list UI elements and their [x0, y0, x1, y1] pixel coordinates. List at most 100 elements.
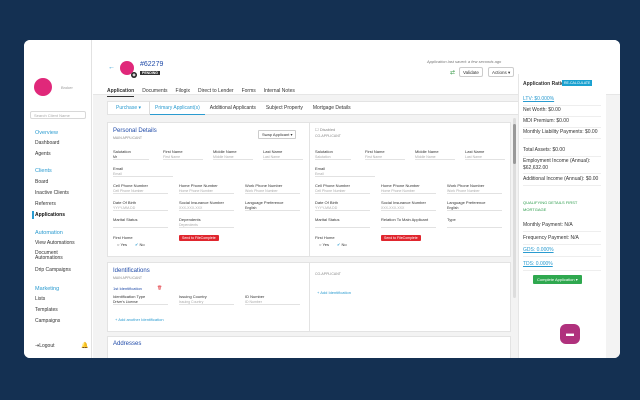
- tab-application[interactable]: Application: [107, 88, 135, 97]
- tab-internal-notes[interactable]: Internal Notes: [263, 88, 295, 94]
- scrollbar[interactable]: [513, 118, 516, 298]
- co-applicant-label: CO-APPLICANT: [315, 272, 341, 276]
- sidebar-item-lists[interactable]: Lists: [35, 296, 46, 302]
- avatar[interactable]: [34, 78, 52, 96]
- monthly-liability: Monthly Liability Payments: $0.00: [523, 129, 601, 139]
- bell-icon[interactable]: 🔔: [81, 343, 89, 349]
- first-home-no[interactable]: ✔ No: [135, 242, 145, 247]
- net-worth: Net Worth: $0.00: [523, 107, 601, 117]
- label: Date Of Birth: [113, 200, 137, 205]
- id-type-select[interactable]: Driver's License: [113, 299, 168, 305]
- main-applicant-column: Personal Details MAIN APPLICANT Swap App…: [108, 123, 310, 256]
- first-name-input[interactable]: First Name: [163, 154, 203, 160]
- first-home-yes[interactable]: ○ Yes: [117, 242, 127, 247]
- co-first-name-input[interactable]: First Name: [365, 154, 405, 160]
- cell-phone-input[interactable]: Cell Phone Number: [113, 188, 168, 194]
- co-email-input[interactable]: Email: [315, 171, 375, 177]
- send-to-filecomplete-button[interactable]: Send to FileComplete: [179, 235, 219, 241]
- subtab-additional-applicants[interactable]: Additional Applicants: [209, 105, 256, 111]
- co-salutation-select[interactable]: Salutation: [315, 154, 351, 160]
- section-overview: Overview: [35, 130, 58, 136]
- sidebar-item-applications[interactable]: Applications: [35, 212, 66, 218]
- co-first-home-yes[interactable]: ○ Yes: [319, 242, 329, 247]
- sidebar-item-campaigns[interactable]: Campaigns: [35, 318, 61, 324]
- label: Identification Type: [113, 294, 146, 299]
- order-id[interactable]: #62279: [140, 61, 164, 68]
- subtab-subject-property[interactable]: Subject Property: [265, 105, 303, 111]
- middle-name-input[interactable]: Middle Name: [213, 154, 253, 160]
- search-input[interactable]: Search Client Name: [30, 111, 86, 119]
- check-icon: ✔: [337, 242, 341, 247]
- sidebar-item-templates[interactable]: Templates: [35, 307, 58, 313]
- toggle-icon[interactable]: ⇄: [450, 70, 456, 76]
- co-language-select[interactable]: English: [447, 205, 502, 211]
- marital-status-select[interactable]: [113, 222, 168, 228]
- add-identification-link[interactable]: + Add Identification: [317, 290, 351, 295]
- co-marital-status-select[interactable]: [315, 222, 370, 228]
- add-another-identification-link[interactable]: + Add another Identification: [115, 317, 164, 322]
- label: Salutation: [315, 149, 333, 154]
- actions-button[interactable]: Actions ▾: [488, 67, 515, 77]
- label: ID Number: [245, 294, 265, 299]
- co-send-to-filecomplete-button[interactable]: Send to FileComplete: [381, 235, 421, 241]
- radio-label: Yes: [322, 242, 329, 247]
- ltv-value[interactable]: LTV: $0.000%: [523, 96, 601, 106]
- dob-input[interactable]: YYYY-MM-DD: [113, 205, 168, 211]
- eye-icon[interactable]: ◉: [131, 72, 137, 78]
- type-select[interactable]: [447, 222, 502, 228]
- validate-button[interactable]: Validate: [459, 67, 483, 77]
- sidebar-item-board[interactable]: Board: [35, 179, 49, 185]
- co-middle-name-input[interactable]: Middle Name: [415, 154, 455, 160]
- recalculate-button[interactable]: RE-CALCULATE: [562, 80, 593, 86]
- language-select[interactable]: English: [245, 205, 300, 211]
- work-phone-input[interactable]: Work Phone Number: [245, 188, 300, 194]
- applicant-label: MAIN APPLICANT: [113, 136, 142, 140]
- label: Last Name: [263, 149, 283, 154]
- tds-value[interactable]: TDS: 0.000%: [523, 261, 601, 271]
- sin-input[interactable]: XXX-XXX-XXX: [179, 205, 234, 211]
- subtab-mortgage-details[interactable]: Mortgage Details: [312, 105, 351, 111]
- complete-application-button[interactable]: Complete Application ▾: [533, 275, 582, 284]
- employment-income: Employment Income (Annual): $62,632.00: [523, 158, 601, 174]
- logout-button[interactable]: ⇥Logout: [35, 343, 55, 349]
- trash-icon[interactable]: 🗑: [157, 285, 163, 290]
- co-first-home-no[interactable]: ✔ No: [337, 242, 347, 247]
- label: Middle Name: [213, 149, 237, 154]
- gds-value[interactable]: GDS: 0.000%: [523, 247, 601, 257]
- last-name-input[interactable]: Last Name: [263, 154, 303, 160]
- chat-icon[interactable]: ▬: [560, 324, 580, 344]
- co-home-phone-input[interactable]: Home Phone Number: [381, 188, 436, 194]
- sidebar-item-agents[interactable]: Agents: [35, 151, 51, 157]
- sidebar-item-inactive-clients[interactable]: Inactive Clients: [35, 190, 69, 196]
- radio-label: No: [341, 242, 347, 247]
- disabled-checkbox[interactable]: ☐ Disabled: [315, 127, 336, 132]
- sidebar-item-view-automations[interactable]: View Automations: [35, 240, 75, 246]
- back-arrow-icon[interactable]: ←: [108, 64, 115, 71]
- label: Salutation: [113, 149, 131, 154]
- co-sin-input[interactable]: XXX-XXX-XXX: [381, 205, 436, 211]
- co-dob-input[interactable]: YYYY-MM-DD: [315, 205, 370, 211]
- sub-navigation: Purchase ▾ Primary Applicant(s) Addition…: [107, 101, 521, 115]
- subtab-primary-applicants[interactable]: Primary Applicant(s): [150, 101, 205, 115]
- home-phone-input[interactable]: Home Phone Number: [179, 188, 234, 194]
- co-work-phone-input[interactable]: Work Phone Number: [447, 188, 502, 194]
- sidebar-item-referrers[interactable]: Referrers: [35, 201, 56, 207]
- tab-filogix[interactable]: Filogix: [175, 88, 190, 94]
- sidebar-item-document-automations[interactable]: Document Automations: [35, 250, 63, 261]
- tab-documents[interactable]: Documents: [142, 88, 168, 94]
- co-last-name-input[interactable]: Last Name: [465, 154, 505, 160]
- salutation-select[interactable]: Mr: [113, 154, 149, 160]
- id-number-input[interactable]: ID Number: [245, 299, 300, 305]
- co-cell-phone-input[interactable]: Cell Phone Number: [315, 188, 370, 194]
- relation-select[interactable]: [381, 222, 436, 228]
- tab-forms[interactable]: Forms: [241, 88, 256, 94]
- sidebar-item-dashboard[interactable]: Dashboard: [35, 140, 60, 146]
- dependents-input[interactable]: Dependents: [179, 222, 234, 228]
- checkbox-label: Disabled: [319, 127, 336, 132]
- purpose-dropdown[interactable]: Purchase ▾: [108, 101, 151, 115]
- issuing-country-input[interactable]: Issuing Country: [179, 299, 234, 305]
- swap-applicant-button[interactable]: Swap Applicant ▾: [258, 130, 297, 139]
- sidebar-item-drip-campaigns[interactable]: Drip Campaigns: [35, 267, 71, 273]
- email-input[interactable]: Email: [113, 171, 173, 177]
- tab-direct-to-lender[interactable]: Direct to Lender: [197, 88, 234, 94]
